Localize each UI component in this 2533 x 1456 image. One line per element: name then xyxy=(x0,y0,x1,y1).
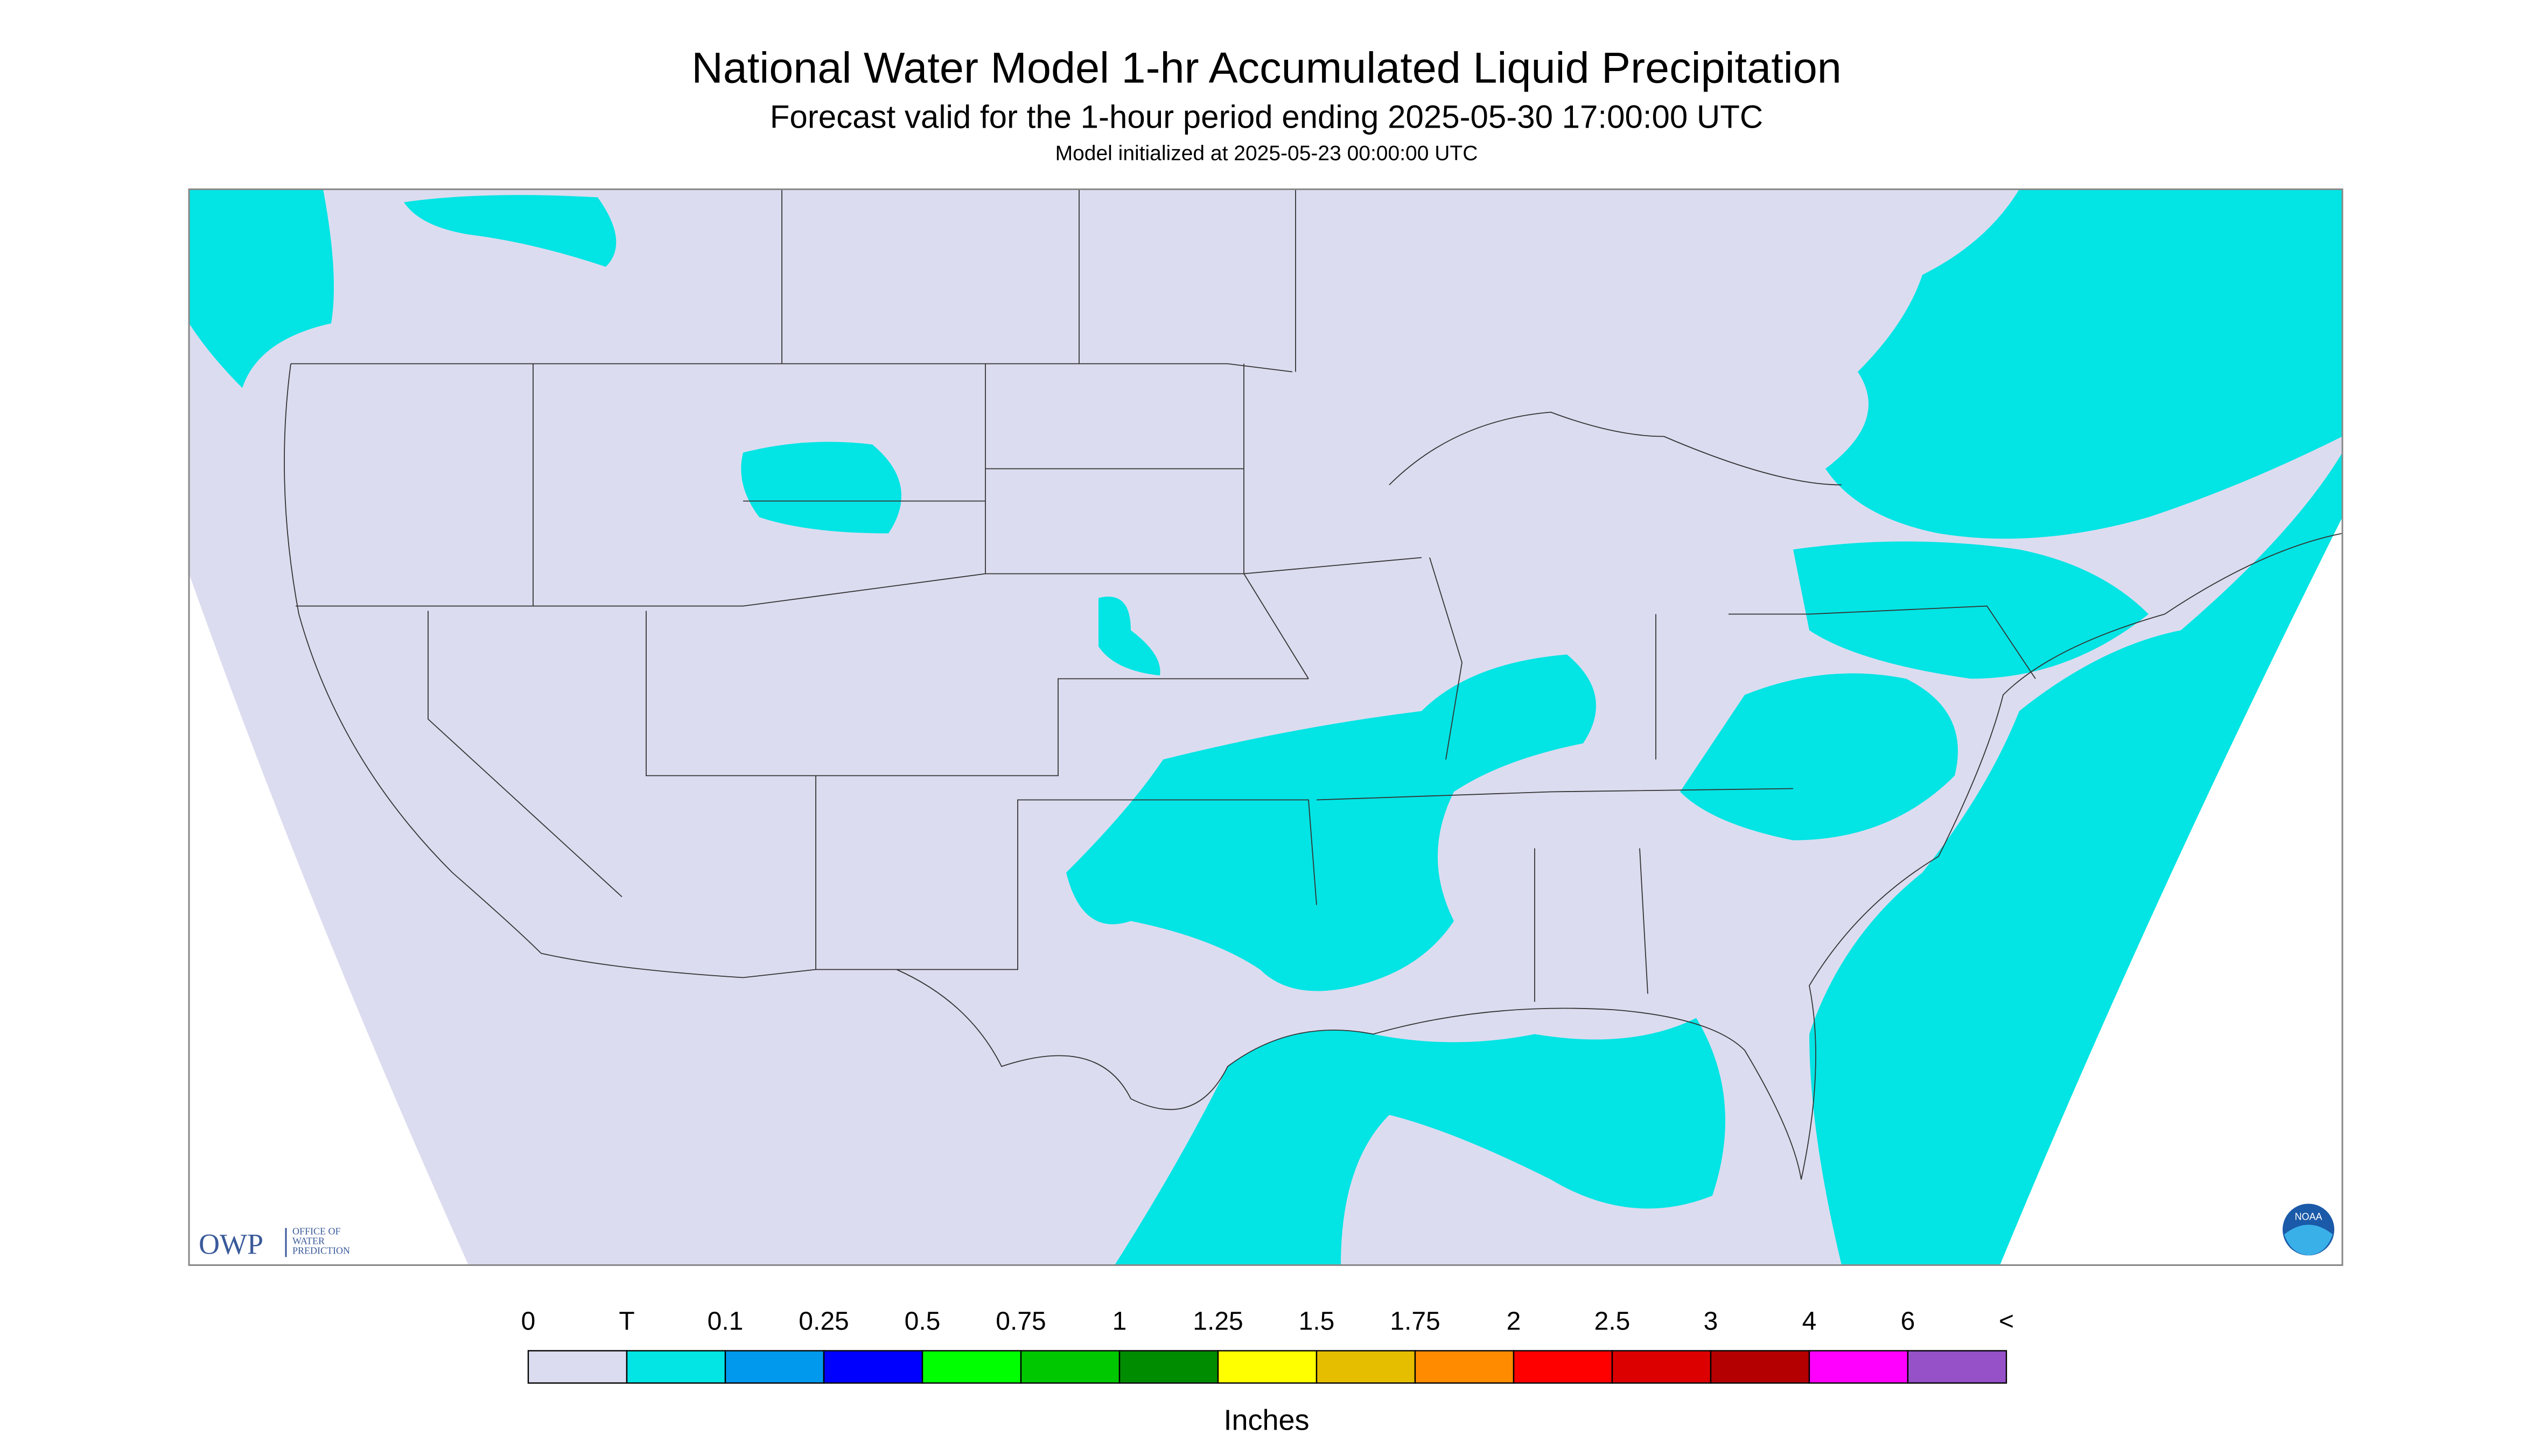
northeast-rain xyxy=(1793,541,2149,679)
legend-swatch xyxy=(626,1350,726,1384)
bc-rain xyxy=(404,195,617,267)
legend-swatch xyxy=(1414,1350,1515,1384)
legend-label: 0 xyxy=(521,1307,536,1336)
owp-text: OWP xyxy=(199,1228,263,1261)
legend-label: < xyxy=(1999,1307,2014,1336)
legend-swatch xyxy=(1907,1350,2007,1384)
legend-label: 0.1 xyxy=(708,1307,744,1336)
legend-swatch xyxy=(1611,1350,1712,1384)
legend-swatch xyxy=(1118,1350,1219,1384)
legend-label: 1.75 xyxy=(1390,1307,1440,1336)
legend-swatch xyxy=(1710,1350,1810,1384)
legend-label: 3 xyxy=(1704,1307,1718,1336)
legend-label: 0.5 xyxy=(905,1307,941,1336)
nebraska-rain xyxy=(1098,597,1160,676)
noaa-logo: NOAA xyxy=(2283,1203,2334,1256)
legend-label: 1.25 xyxy=(1193,1307,1243,1336)
legend-swatch xyxy=(1217,1350,1318,1384)
legend-label: 0.25 xyxy=(799,1307,849,1336)
state-lines xyxy=(291,189,2036,1002)
noaa-text: NOAA xyxy=(2294,1212,2322,1222)
legend-label: 0.75 xyxy=(996,1307,1046,1336)
legend-unit: Inches xyxy=(1223,1404,1309,1437)
owp-name: WATER xyxy=(292,1236,325,1247)
legend-label: 1 xyxy=(1112,1307,1127,1336)
legend: Inches 0 T 0.1 0.25 0.5 0.75 1 1.25 1.5 1.75 2 2.5 3… xyxy=(521,1307,2014,1437)
owp-logo: OWP OFFICE OF WATER PREDICTION xyxy=(199,1226,350,1261)
legend-label: 4 xyxy=(1802,1307,1817,1336)
map-frame xyxy=(188,188,2343,1266)
pnw-rain xyxy=(189,189,334,388)
boundaries xyxy=(284,189,2343,1180)
legend-swatch xyxy=(921,1350,1022,1384)
subtitle: Forecast valid for the 1-hour period end… xyxy=(770,99,1763,135)
legend-swatch xyxy=(527,1350,628,1384)
legend-swatch xyxy=(1020,1350,1121,1384)
midatlantic-rain xyxy=(1680,673,1958,841)
legend-label: 2.5 xyxy=(1594,1307,1631,1336)
coastline xyxy=(284,363,2343,1180)
owp-name: OFFICE OF xyxy=(292,1226,341,1237)
ocean-rain xyxy=(1809,189,2342,1265)
gulf-rain xyxy=(1115,1018,1725,1265)
init-time: Model initialized at 2025-05-23 00:00:00… xyxy=(1055,142,1478,165)
canada-rain xyxy=(1825,189,2342,539)
owp-name: PREDICTION xyxy=(292,1245,350,1256)
title: National Water Model 1-hr Accumulated Li… xyxy=(691,44,1842,93)
legend-label: 1.5 xyxy=(1299,1307,1335,1336)
legend-swatch xyxy=(823,1350,923,1384)
great-lakes xyxy=(1389,411,1842,486)
precip-areas xyxy=(189,189,2342,1265)
legend-swatch xyxy=(1513,1350,1613,1384)
plains-rain xyxy=(1066,654,1596,991)
noaa-wave xyxy=(2284,1224,2333,1256)
legend-swatch xyxy=(1316,1350,1416,1384)
montana-rain xyxy=(741,442,901,534)
legend-label: T xyxy=(619,1307,634,1336)
legend-label: 2 xyxy=(1507,1307,1521,1336)
map: OWP OFFICE OF WATER PREDICTION NOAA xyxy=(188,188,2343,1266)
legend-label: 6 xyxy=(1901,1307,1915,1336)
legend-swatch xyxy=(724,1350,825,1384)
domain xyxy=(189,189,2342,1265)
legend-swatch xyxy=(1808,1350,1909,1384)
